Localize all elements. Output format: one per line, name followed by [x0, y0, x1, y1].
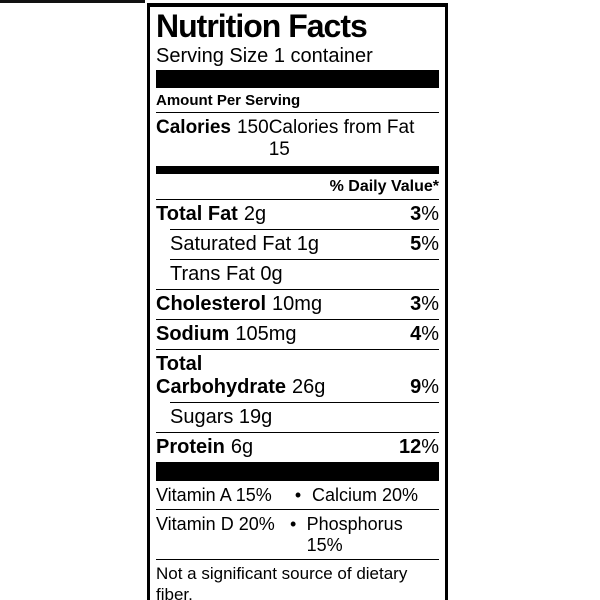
- nutrient-amount: 105mg: [235, 323, 297, 345]
- nutrient-name: Sodium 105mg: [156, 323, 297, 346]
- nutrition-title: Nutrition Facts: [156, 8, 368, 44]
- nutrient-row-trans-fat: Trans Fat 0g: [156, 260, 439, 289]
- nutrient-row-cholesterol: Cholesterol 10mg 3%: [156, 290, 439, 319]
- nutrient-row-total-carbohydrate: Total Carbohydrate 26g 9%: [156, 350, 439, 402]
- calories-value-group: Calories 150: [156, 117, 269, 161]
- divider-hairline: [170, 402, 439, 403]
- divider-hairline: [156, 432, 439, 433]
- nutrient-row-saturated-fat: Saturated Fat 1g 5%: [156, 230, 439, 259]
- nutrient-label-line2-group: Carbohydrate 26g: [156, 376, 325, 399]
- vitamin-left: Vitamin A 15%: [156, 485, 272, 505]
- nutrient-label: Sodium: [156, 323, 230, 345]
- percent-sign: %: [421, 323, 439, 345]
- percent-sign: %: [421, 436, 439, 458]
- nutrient-amount: 6g: [230, 436, 254, 458]
- nutrient-name: Cholesterol 10mg: [156, 293, 322, 316]
- dv-number: 3: [410, 203, 422, 225]
- bullet-icon: •: [289, 514, 297, 534]
- amount-per-serving: Amount Per Serving: [156, 88, 439, 113]
- percent-sign: %: [421, 376, 439, 398]
- nutrient-label: Total Fat: [156, 203, 238, 225]
- nutrient-label: Saturated Fat 1g: [170, 233, 319, 255]
- calories-value: 150: [236, 117, 269, 138]
- percent-sign: %: [421, 203, 439, 225]
- dv-number: 3: [410, 293, 422, 315]
- dv-number: 9: [410, 376, 422, 398]
- nutrient-amount: 26g: [292, 376, 326, 398]
- bullet-icon: •: [294, 485, 302, 505]
- nutrient-amount: 2g: [243, 203, 267, 225]
- vitamin-right: Calcium 20%: [312, 485, 419, 505]
- nutrient-dv: 3%: [410, 293, 439, 316]
- nutrient-label: Trans Fat 0g: [170, 263, 283, 285]
- dv-number: 4: [410, 323, 422, 345]
- percent-sign: %: [421, 293, 439, 315]
- calories-from-fat: Calories from Fat 15: [268, 117, 415, 160]
- note-line1: Not a significant source of dietary fibe…: [156, 564, 408, 600]
- nutrient-name: Total Fat 2g: [156, 203, 266, 226]
- calories-row: Calories 150 Calories from Fat 15: [156, 113, 439, 166]
- calories-label: Calories: [156, 117, 231, 138]
- nutrient-label-line1: Total: [156, 353, 203, 375]
- top-edge-line: [0, 0, 145, 3]
- nutrient-row-sodium: Sodium 105mg 4%: [156, 320, 439, 349]
- divider-bar-medium: [156, 166, 439, 174]
- dv-number: 5: [410, 233, 422, 255]
- divider-bar-thick-bottom: [156, 462, 439, 481]
- nutrient-dv: 5%: [410, 233, 439, 256]
- dv-number: 12: [398, 436, 422, 458]
- nutrition-facts-label: Nutrition Facts Serving Size 1 container…: [147, 3, 448, 600]
- divider-hairline: [156, 509, 439, 510]
- nutrient-label-line2: Carbohydrate: [156, 376, 287, 398]
- daily-value-header: % Daily Value*: [156, 174, 439, 200]
- percent-sign: %: [421, 233, 439, 255]
- nutrient-dv: 9%: [410, 376, 439, 399]
- vitamin-right: Phosphorus 15%: [306, 514, 403, 555]
- nutrient-label: Cholesterol: [156, 293, 267, 315]
- nutrient-amount: 10mg: [272, 293, 323, 315]
- nutrient-label: Protein: [156, 436, 225, 458]
- nutrient-name: Protein 6g: [156, 436, 253, 459]
- serving-size: Serving Size 1 container: [156, 45, 373, 67]
- nutrient-dv: 12%: [399, 436, 439, 459]
- divider-hairline: [156, 349, 439, 350]
- nutrient-row-protein: Protein 6g 12%: [156, 433, 439, 462]
- nutrient-label: Sugars 19g: [170, 406, 273, 428]
- divider-hairline: [156, 559, 439, 560]
- vitamin-row-2: Vitamin D 20% • Phosphorus 15%: [156, 510, 439, 559]
- nutrient-dv: 4%: [410, 323, 439, 346]
- vitamin-left: Vitamin D 20%: [156, 514, 275, 534]
- vitamin-row-1: Vitamin A 15% • Calcium 20%: [156, 481, 439, 509]
- nutrient-name: Total Carbohydrate 26g: [156, 353, 325, 399]
- nutrient-dv: 3%: [410, 203, 439, 226]
- divider-bar-thick-top: [156, 70, 439, 88]
- nutrient-row-total-fat: Total Fat 2g 3%: [156, 200, 439, 229]
- divider-hairline: [156, 319, 439, 320]
- insignificant-sources-note: Not a significant source of dietary fibe…: [156, 560, 439, 600]
- divider-hairline: [170, 259, 439, 260]
- divider-hairline: [156, 289, 439, 290]
- divider-hairline: [170, 229, 439, 230]
- nutrient-row-sugars: Sugars 19g: [156, 403, 439, 432]
